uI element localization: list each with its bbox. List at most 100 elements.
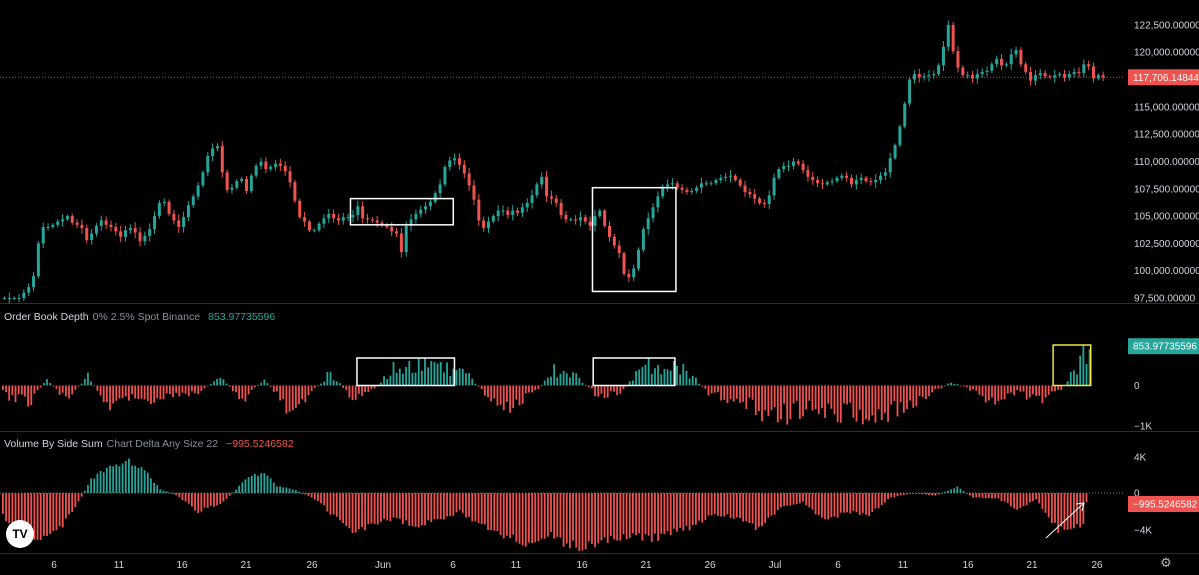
- candle-body: [453, 158, 457, 161]
- candle-body: [1014, 50, 1018, 55]
- candle-body: [772, 177, 776, 196]
- orderbook-bar: [80, 383, 83, 386]
- volume-bar: [745, 493, 748, 522]
- volume-bar: [622, 493, 625, 535]
- volume-bar: [896, 493, 899, 497]
- volume-bar: [276, 486, 278, 493]
- orderbook-bar: [688, 378, 691, 386]
- orderbook-bar: [477, 385, 480, 387]
- volume-bar: [124, 460, 127, 493]
- orderbook-bar: [411, 372, 414, 386]
- volume-bar: [603, 493, 606, 538]
- volume-bar: [861, 493, 864, 513]
- volume-bar: [991, 493, 993, 499]
- orderbook-bar: [1038, 385, 1041, 396]
- volume-bar: [641, 493, 644, 541]
- orderbook-bar: [468, 373, 470, 386]
- volume-bar: [373, 493, 376, 524]
- orderbook-bar: [191, 385, 193, 392]
- volume-bar: [1050, 493, 1053, 523]
- volume-bar: [317, 493, 319, 502]
- orderbook-bar: [354, 385, 357, 400]
- volume-bar: [1054, 493, 1056, 523]
- candle-body: [574, 219, 578, 221]
- orderbook-bar: [524, 385, 527, 394]
- volume-bar: [266, 475, 269, 493]
- volume-bar: [1057, 493, 1060, 533]
- volume-bar: [143, 470, 146, 493]
- volume-bar: [887, 493, 889, 500]
- candle-body: [777, 169, 781, 178]
- orderbook-bar: [594, 385, 596, 397]
- orderbook-bar: [695, 377, 697, 386]
- orderbook-bar: [446, 362, 448, 386]
- volume-bar: [695, 493, 697, 525]
- orderbook-value-tag: [1128, 338, 1199, 355]
- volume-bar: [87, 484, 89, 493]
- orderbook-bar: [833, 385, 836, 415]
- candle-body: [491, 216, 495, 222]
- orderbook-bar: [298, 385, 300, 405]
- orderbook-bar: [93, 385, 96, 387]
- candle-body: [578, 217, 582, 221]
- orderbook-bar: [58, 385, 61, 395]
- volume-bar: [556, 493, 559, 537]
- orderbook-bar: [997, 385, 1000, 401]
- orderbook-bar: [496, 385, 499, 406]
- volume-indicator-name[interactable]: Volume By Side Sum: [4, 438, 103, 450]
- orderbook-bar: [981, 385, 984, 396]
- volume-bar: [937, 493, 940, 495]
- orderbook-bar: [206, 385, 209, 387]
- candle-body: [133, 228, 137, 233]
- volume-bar: [93, 478, 96, 493]
- candle-body: [153, 216, 157, 230]
- orderbook-bar: [587, 385, 590, 388]
- time-axis-tick: 26: [704, 560, 716, 571]
- volume-bar: [981, 493, 984, 498]
- candle-body: [801, 163, 805, 171]
- volume-bar: [732, 493, 735, 519]
- orderbook-bar: [814, 385, 817, 410]
- volume-bar: [96, 473, 99, 493]
- orderbook-bar: [471, 378, 474, 386]
- volume-bar: [168, 492, 171, 494]
- candle-body: [457, 158, 461, 165]
- orderbook-bar: [553, 364, 556, 386]
- settings-gear-icon[interactable]: ⚙: [1160, 556, 1172, 571]
- volume-bar: [228, 493, 231, 496]
- volume-bar: [997, 493, 1000, 499]
- volume-value-tag-label: −995.5246582: [1133, 500, 1198, 511]
- orderbook-bar: [896, 385, 899, 417]
- volume-bar: [751, 493, 754, 524]
- volume-bar: [865, 493, 867, 515]
- candle-body: [535, 184, 539, 196]
- volume-bar: [181, 493, 184, 501]
- candle-body: [748, 192, 752, 195]
- orderbook-bar: [965, 385, 968, 388]
- tradingview-logo-icon[interactable]: TV: [6, 520, 34, 548]
- time-axis-tick: 6: [51, 560, 57, 571]
- orderbook-bar: [361, 385, 363, 397]
- orderbook-bar: [707, 385, 710, 396]
- orderbook-bar: [219, 377, 222, 386]
- orderbook-bar: [483, 385, 486, 396]
- candle-body: [714, 180, 718, 184]
- orderbook-indicator-name[interactable]: Order Book Depth: [4, 311, 89, 323]
- candle-body: [622, 253, 626, 274]
- volume-bar: [669, 493, 672, 536]
- volume-bar: [591, 493, 593, 544]
- trend-arrow-head: [1075, 502, 1085, 512]
- volume-bar: [868, 493, 871, 517]
- volume-bar: [1069, 493, 1072, 529]
- orderbook-bar: [27, 385, 29, 407]
- volume-bar: [540, 493, 543, 539]
- orderbook-bar: [764, 385, 767, 411]
- price-axis-tick: 97,500.00000: [1134, 294, 1196, 305]
- orderbook-pane-title: Order Book Depth 0% 2.5% Spot Binance 853.…: [4, 311, 275, 323]
- trend-arrow-line: [1045, 502, 1085, 539]
- volume-bar: [531, 493, 533, 544]
- volume-bar: [90, 478, 92, 493]
- orderbook-bar: [458, 368, 461, 386]
- candle-body: [603, 210, 607, 226]
- volume-bar: [105, 467, 108, 493]
